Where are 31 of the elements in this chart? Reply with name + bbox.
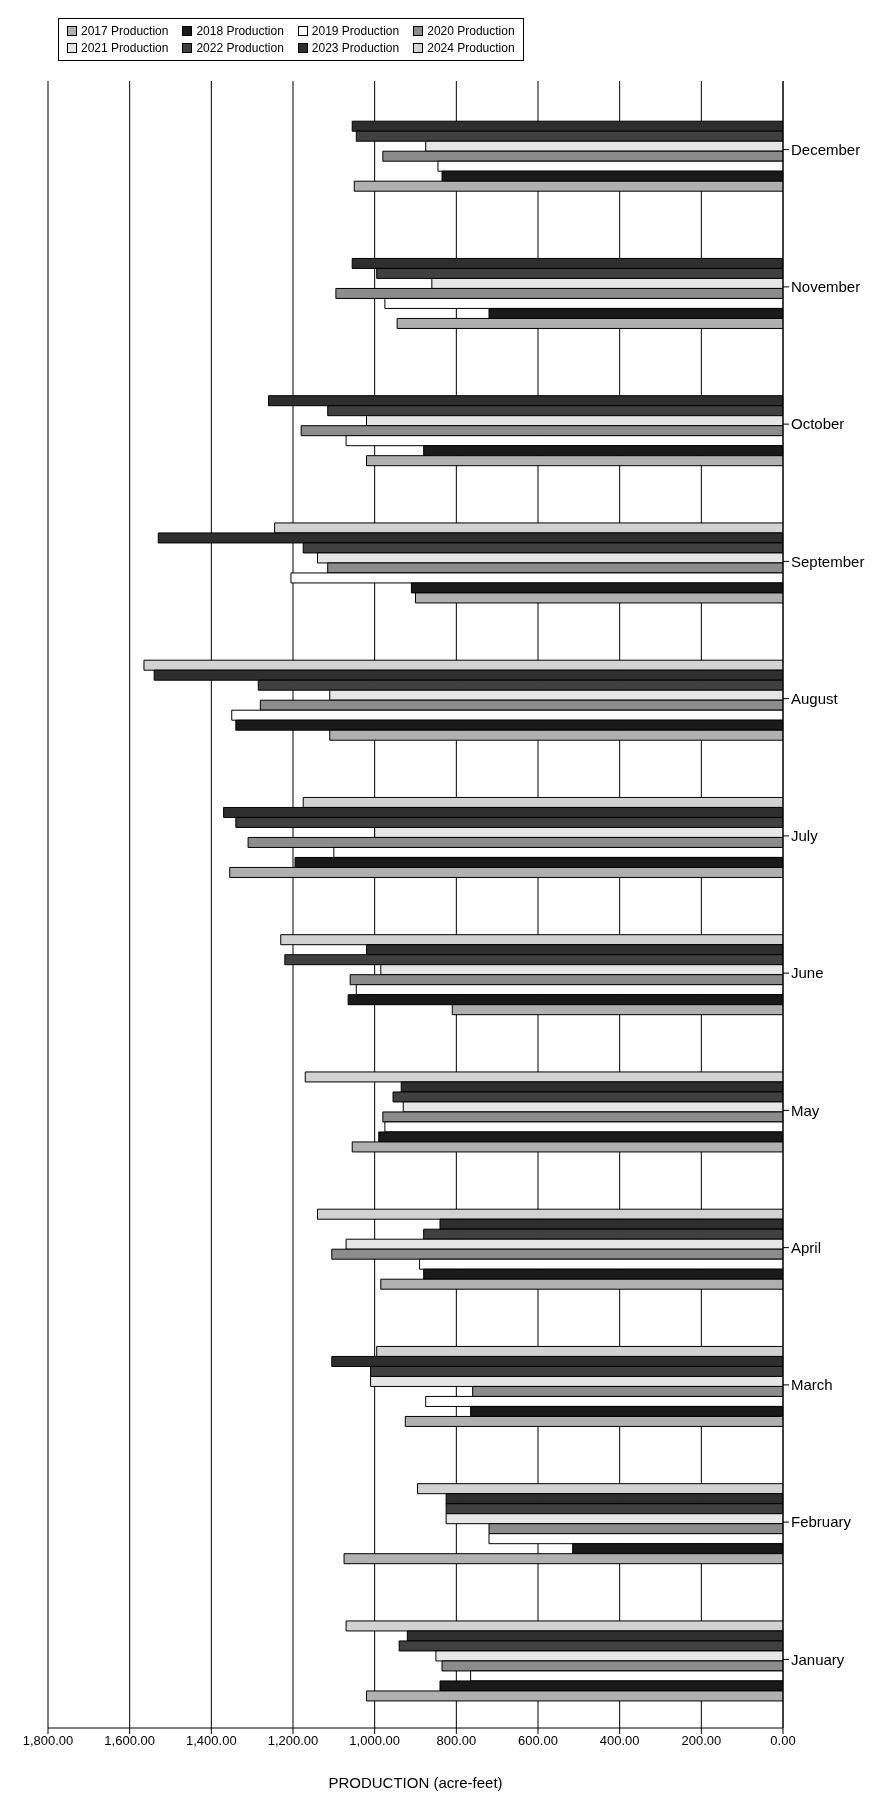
y-tick-label: July xyxy=(791,827,819,845)
y-tick-label: February xyxy=(791,1513,852,1531)
y-tick-label: August xyxy=(791,689,839,707)
legend-label: 2017 Production xyxy=(81,24,169,38)
legend-label: 2022 Production xyxy=(196,41,284,55)
x-tick-label: 400.00 xyxy=(599,1733,640,1749)
legend-label: 2021 Production xyxy=(81,41,169,55)
x-tick-label: 0.00 xyxy=(770,1733,796,1749)
x-tick-label: 200.00 xyxy=(681,1733,722,1749)
x-tick-label: 1,200.00 xyxy=(267,1733,319,1749)
y-tick-label: September xyxy=(791,552,865,570)
legend-label: 2020 Production xyxy=(427,24,515,38)
y-tick-label: November xyxy=(791,278,861,296)
legend-label: 2024 Production xyxy=(427,41,515,55)
x-tick-label: 800.00 xyxy=(436,1733,477,1749)
x-tick-label: 1,800.00 xyxy=(22,1733,74,1749)
y-tick-label: April xyxy=(791,1238,822,1256)
y-tick-label: October xyxy=(791,415,845,433)
x-tick-label: 1,600.00 xyxy=(104,1733,155,1749)
y-tick-label: December xyxy=(791,140,861,158)
x-tick-label: 600.00 xyxy=(518,1733,558,1749)
x-axis-title: PRODUCTION (acre-feet) xyxy=(328,1774,503,1791)
x-tick-label: 1,400.00 xyxy=(186,1733,237,1749)
y-tick-label: March xyxy=(791,1376,833,1394)
legend-label: 2023 Production xyxy=(311,41,400,55)
y-tick-label: June xyxy=(791,964,824,982)
legend-label: 2018 Production xyxy=(196,24,284,38)
legend-label: 2019 Production xyxy=(311,24,400,38)
y-tick-label: May xyxy=(791,1101,820,1119)
x-tick-label: 1,000.00 xyxy=(349,1733,400,1749)
y-tick-label: January xyxy=(791,1650,845,1668)
